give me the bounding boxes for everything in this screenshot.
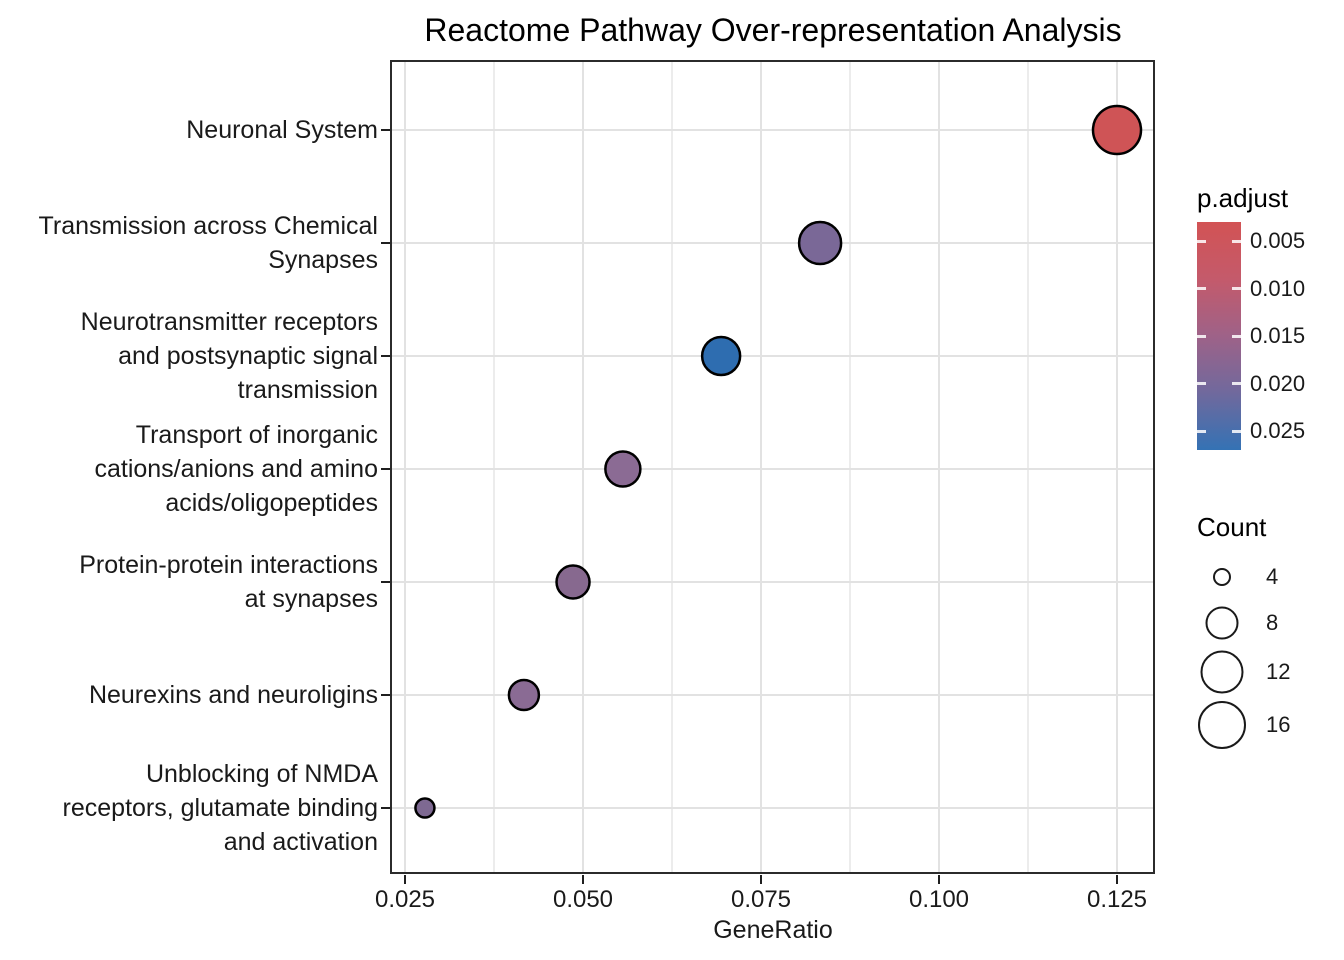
pathway-dot [604, 450, 642, 488]
dots-layer [414, 104, 1143, 819]
pathway-dot [700, 335, 742, 377]
count-legend-label: 12 [1266, 659, 1291, 684]
gridline-major-vertical [582, 62, 584, 872]
y-axis-category-label: Unblocking of NMDA receptors, glutamate … [62, 760, 378, 856]
gridline-major-vertical [938, 62, 940, 872]
x-axis-tick [582, 875, 584, 884]
y-axis-category-label: Protein-protein interactions at synapses [79, 551, 378, 613]
colorbar-tick [1197, 287, 1206, 290]
pathway-dot [555, 564, 591, 600]
colorbar-tick [1197, 382, 1206, 385]
count-legend-label: 8 [1266, 610, 1279, 635]
y-axis-category-label: Transport of inorganic cations/anions an… [94, 421, 378, 517]
colorbar-tick-label: 0.005 [1250, 228, 1306, 253]
y-axis-tick [381, 468, 390, 470]
pathway-dot [797, 220, 843, 266]
gridline-major-horizontal [392, 355, 1153, 357]
colorbar-tick [1197, 239, 1206, 243]
gridline-major-vertical [1116, 62, 1118, 872]
y-axis-category-label: Neuronal System [186, 116, 378, 144]
y-axis-tick [381, 581, 390, 583]
x-axis-tick-label: 0.125 [1086, 886, 1148, 913]
colorbar-tick [1232, 429, 1241, 433]
count-legend-circle [1200, 650, 1244, 694]
count-legend-circle [1213, 568, 1231, 586]
colorbar-tick [1232, 382, 1241, 385]
colorbar-tick-label: 0.010 [1250, 275, 1306, 301]
colorbar-tick [1197, 429, 1206, 433]
y-axis-category-label: Transmission across Chemical Synapses [38, 212, 378, 274]
gridline-minor-vertical [1027, 62, 1029, 872]
pathway-dot [507, 678, 541, 712]
padjust-legend-title: p.adjust [1197, 183, 1289, 213]
colorbar-tick [1232, 239, 1241, 243]
x-axis-tick [404, 875, 406, 884]
x-axis-tick [1116, 875, 1118, 884]
x-axis-tick-label: 0.050 [552, 886, 614, 913]
gridline-major-horizontal [392, 807, 1153, 809]
gridline-minor-vertical [671, 62, 673, 872]
y-axis-category-label: Neurotransmitter receptors and postsynap… [80, 308, 378, 404]
y-axis-category-label: Neurexins and neuroligins [88, 681, 378, 709]
y-axis-tick [381, 694, 390, 696]
count-legend-label: 16 [1266, 712, 1291, 737]
y-axis-tick [381, 129, 390, 131]
count-legend-circle [1198, 701, 1246, 749]
x-axis-tick [938, 875, 940, 884]
gridline-major-vertical [404, 62, 406, 872]
gridline-minor-vertical [849, 62, 851, 872]
gridline-major-horizontal [392, 468, 1153, 470]
plot-panel [390, 60, 1155, 874]
y-axis-tick [381, 242, 390, 244]
gridline-major-horizontal [392, 694, 1153, 696]
count-legend-title: Count [1197, 512, 1267, 542]
x-axis-tick-label: 0.025 [374, 886, 436, 913]
chart-title: Reactome Pathway Over-representation Ana… [424, 12, 1122, 48]
gridline-major-horizontal [392, 581, 1153, 583]
gridline-major-horizontal [392, 129, 1153, 131]
x-axis-tick-label: 0.075 [730, 886, 792, 913]
y-axis-tick [381, 355, 390, 357]
colorbar-tick [1232, 287, 1241, 290]
pathway-dot [414, 797, 436, 819]
colorbar-tick [1232, 334, 1241, 338]
gridline-minor-vertical [493, 62, 495, 872]
colorbar-tick-label: 0.025 [1250, 418, 1306, 443]
gridline-major-horizontal [392, 242, 1153, 244]
x-axis-tick-label: 0.100 [908, 886, 970, 913]
x-axis-tick [760, 875, 762, 884]
count-legend-circle [1205, 606, 1239, 640]
pathway-dot [1091, 104, 1143, 156]
colorbar-tick [1197, 334, 1206, 338]
x-axis-title: GeneRatio [713, 916, 833, 944]
count-legend-label: 4 [1266, 564, 1279, 589]
colorbar-tick-label: 0.015 [1250, 323, 1306, 348]
y-axis-tick [381, 807, 390, 809]
gridline-major-vertical [760, 62, 762, 872]
colorbar-tick-label: 0.020 [1250, 370, 1306, 396]
